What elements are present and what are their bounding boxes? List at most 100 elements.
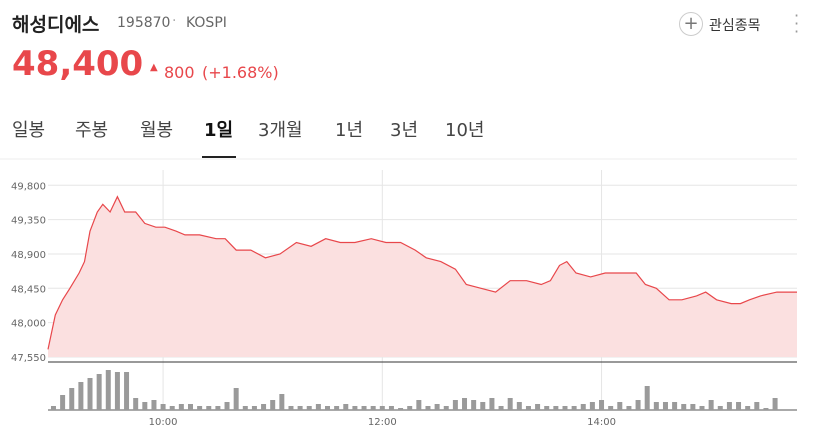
volume-bar <box>535 404 541 410</box>
volume-bar <box>197 406 203 410</box>
volume-bar <box>708 400 714 410</box>
y-tick-label: 47,550 <box>11 353 46 364</box>
volume-bar <box>60 395 66 410</box>
volume-bar <box>736 402 742 410</box>
volume-bar <box>452 400 458 410</box>
volume-bar <box>754 402 760 410</box>
y-tick-label: 49,800 <box>11 181 46 192</box>
x-tick-label: 12:00 <box>368 417 397 428</box>
volume-bar <box>425 406 431 410</box>
volume-bar <box>407 406 413 410</box>
tab[interactable]: 10년 <box>445 120 485 141</box>
y-tick-label: 49,350 <box>11 216 46 227</box>
volume-bar <box>699 406 705 410</box>
volume-bar <box>626 406 632 410</box>
tab-underline <box>202 156 236 158</box>
y-tick-label: 48,450 <box>11 284 46 295</box>
volume-bar <box>462 398 468 410</box>
volume-bar <box>187 404 193 410</box>
volume-bar <box>233 388 239 410</box>
y-tick-label: 48,900 <box>11 250 46 261</box>
stock-code: 195870 <box>117 15 171 31</box>
volume-bar <box>525 406 531 410</box>
volume-bar <box>690 404 696 410</box>
volume-bar <box>352 406 358 410</box>
price: 48,400 <box>12 44 144 84</box>
tab[interactable]: 3년 <box>390 120 419 141</box>
volume-bar <box>114 372 120 410</box>
more-menu[interactable]: · · · <box>794 6 800 41</box>
volume-bar <box>370 406 376 410</box>
x-tick-label: 14:00 <box>587 417 616 428</box>
volume-bar <box>160 404 166 410</box>
volume-bar <box>224 402 230 410</box>
tab[interactable]: 주봉 <box>75 120 109 141</box>
volume-bar <box>334 406 340 410</box>
volume-bar <box>617 402 623 410</box>
volume-bar <box>325 406 331 410</box>
tab[interactable]: 1년 <box>335 120 364 141</box>
up-arrow: ▲ <box>150 62 158 73</box>
volume-bar <box>315 404 321 410</box>
volume-bar <box>361 406 367 410</box>
volume-bar <box>544 406 550 410</box>
volume-bar <box>489 398 495 410</box>
volume-bar <box>297 406 303 410</box>
volume-bar <box>178 404 184 410</box>
tab[interactable]: 월봉 <box>140 120 174 141</box>
volume-bar <box>635 400 641 410</box>
stock-name: 해성디에스 <box>12 14 100 36</box>
volume-bar <box>480 402 486 410</box>
tab[interactable]: 3개월 <box>258 120 303 141</box>
volume-bar <box>434 404 440 410</box>
change-pct: (+1.68%) <box>202 63 279 82</box>
change: 800 <box>164 63 195 82</box>
volume-bar <box>599 400 605 410</box>
volume-bar <box>416 400 422 410</box>
tab[interactable]: 1일 <box>204 120 234 141</box>
watch-add-icon[interactable]: + <box>679 12 703 36</box>
volume-bar <box>242 406 248 410</box>
volume-bar <box>589 402 595 410</box>
volume-bar <box>206 406 212 410</box>
volume-bar <box>379 406 385 410</box>
volume-bar <box>553 406 559 410</box>
y-tick-label: 48,000 <box>11 319 46 330</box>
separator: · <box>172 13 177 29</box>
volume-bar <box>653 402 659 410</box>
volume-bar <box>279 394 285 410</box>
volume-bar <box>124 372 130 410</box>
volume-bar <box>516 402 522 410</box>
volume-bar <box>251 406 257 410</box>
volume-bar <box>215 406 221 410</box>
volume-bar <box>726 402 732 410</box>
volume-bar <box>151 400 157 410</box>
volume-bar <box>105 370 111 410</box>
x-tick-label: 10:00 <box>149 417 178 428</box>
volume-bar <box>507 398 513 410</box>
volume-bar <box>261 404 267 410</box>
tab[interactable]: 일봉 <box>12 120 46 141</box>
volume-bar <box>270 400 276 410</box>
volume-bar <box>306 406 312 410</box>
volume-bar <box>608 406 614 410</box>
volume-bar <box>644 386 650 410</box>
volume-bar <box>50 406 56 410</box>
volume-bar <box>388 406 394 410</box>
volume-bar <box>142 402 148 410</box>
volume-bar <box>580 404 586 410</box>
watch-button[interactable]: 관심종목 <box>709 18 761 34</box>
volume-bar <box>471 400 477 410</box>
market: KOSPI <box>186 15 227 31</box>
volume-bar <box>398 408 404 410</box>
volume-bar <box>772 398 778 410</box>
volume-bar <box>662 402 668 410</box>
volume-bar <box>562 406 568 410</box>
volume-bar <box>343 404 349 410</box>
volume-bar <box>443 406 449 410</box>
volume-bar <box>288 406 294 410</box>
volume-bar <box>87 378 93 410</box>
volume-bar <box>745 406 751 410</box>
volume-bar <box>717 406 723 410</box>
